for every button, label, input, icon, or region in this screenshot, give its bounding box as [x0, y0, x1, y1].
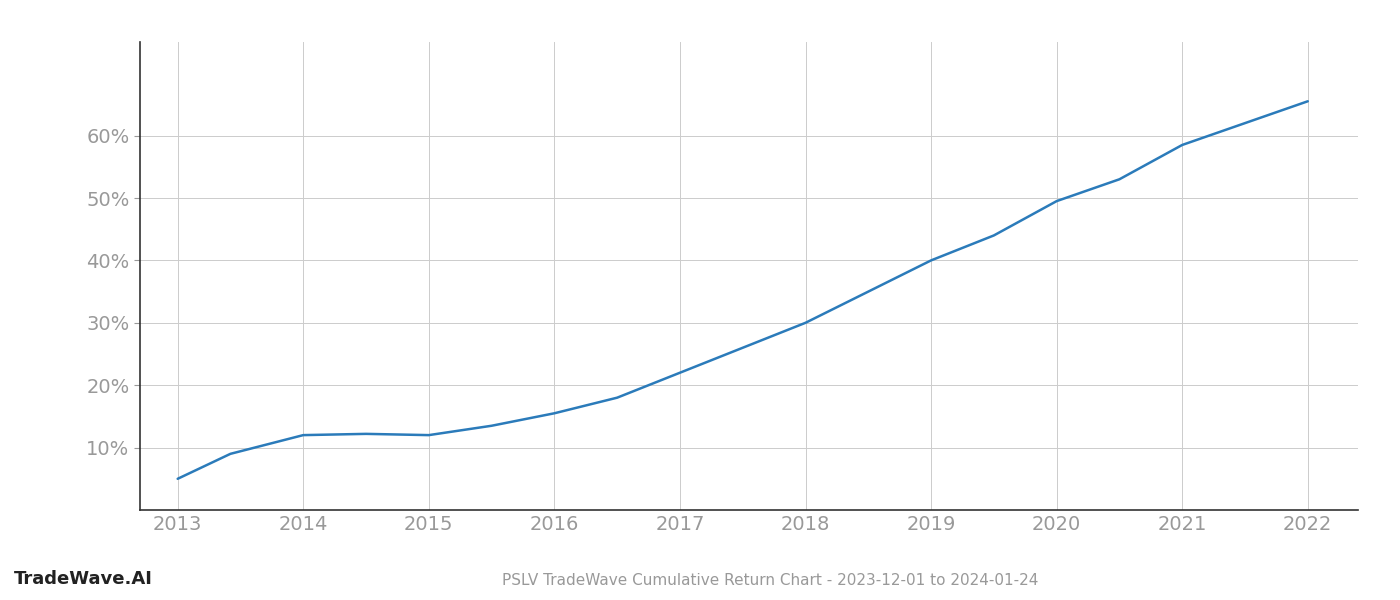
Text: PSLV TradeWave Cumulative Return Chart - 2023-12-01 to 2024-01-24: PSLV TradeWave Cumulative Return Chart -…	[501, 573, 1039, 588]
Text: TradeWave.AI: TradeWave.AI	[14, 570, 153, 588]
